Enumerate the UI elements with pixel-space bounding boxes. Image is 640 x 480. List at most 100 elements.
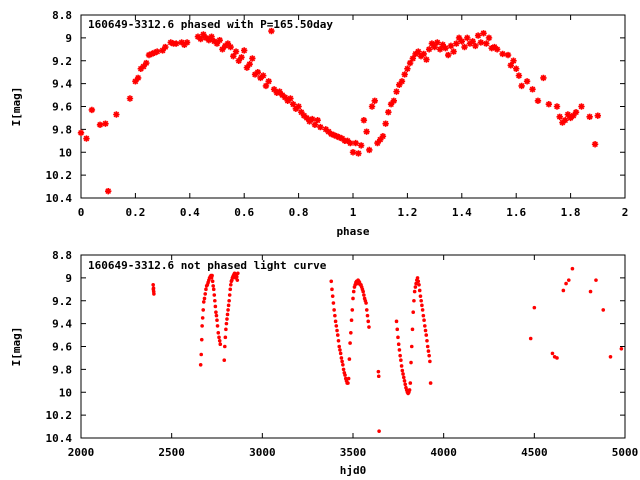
data-point: [420, 50, 427, 58]
data-point: [300, 112, 308, 119]
data-point: [396, 335, 400, 340]
data-point: [347, 357, 352, 361]
data-point: [376, 374, 381, 379]
data-point: [200, 324, 204, 328]
data-point: [397, 348, 402, 352]
data-series: [151, 266, 624, 433]
data-point: [232, 48, 240, 55]
data-point: [450, 48, 457, 55]
data-point: [322, 126, 329, 133]
data-point: [472, 42, 479, 50]
data-point: [453, 40, 460, 47]
data-point: [265, 78, 272, 85]
data-point: [528, 336, 533, 341]
data-point: [227, 293, 232, 297]
data-point: [200, 316, 205, 320]
x-tick-label: 0.8: [289, 206, 309, 219]
data-point: [330, 287, 334, 292]
data-point: [336, 134, 343, 141]
data-point: [246, 60, 253, 68]
data-point: [349, 149, 357, 156]
data-point: [351, 296, 355, 301]
data-point: [413, 285, 418, 289]
data-point: [268, 27, 275, 35]
data-point: [338, 135, 346, 142]
data-point: [113, 111, 120, 118]
data-point: [601, 308, 606, 312]
data-point: [199, 337, 204, 342]
data-point: [396, 342, 401, 347]
data-point: [561, 117, 569, 124]
data-point: [619, 346, 624, 351]
data-point: [436, 46, 444, 53]
data-point: [153, 48, 161, 55]
x-tick-label: 1: [350, 206, 357, 219]
data-point: [442, 44, 449, 52]
data-point: [204, 287, 208, 292]
data-point: [421, 313, 426, 318]
data-point: [311, 121, 319, 128]
data-point: [228, 282, 233, 287]
data-point: [211, 287, 216, 292]
data-point: [377, 429, 381, 433]
y-tick-label: 9.4: [52, 78, 72, 91]
data-point: [215, 324, 220, 328]
data-point: [325, 128, 332, 135]
data-point: [230, 52, 237, 60]
y-tick-label: 9.2: [52, 295, 72, 308]
data-point: [273, 89, 281, 96]
data-point: [532, 305, 537, 310]
data-point: [202, 296, 207, 301]
data-point: [346, 376, 351, 381]
data-point: [143, 59, 150, 67]
data-point: [105, 187, 112, 195]
data-point: [564, 281, 568, 286]
data-point: [214, 313, 219, 318]
data-point: [423, 56, 430, 63]
data-point: [346, 381, 350, 385]
data-point: [200, 31, 207, 38]
data-point: [507, 62, 514, 69]
y-tick-label: 10.2: [46, 409, 73, 422]
data-point: [504, 51, 512, 59]
data-point: [608, 354, 613, 359]
data-point: [213, 40, 221, 47]
data-point: [385, 109, 392, 116]
data-point: [364, 301, 368, 305]
data-point: [216, 330, 221, 335]
data-point: [417, 288, 422, 293]
data-point: [224, 321, 229, 326]
data-point: [559, 119, 566, 126]
data-point: [348, 341, 352, 345]
data-point: [416, 279, 421, 284]
data-point: [344, 137, 351, 145]
data-point: [222, 358, 227, 363]
data-point: [402, 379, 407, 383]
x-tick-label: 3000: [249, 446, 276, 459]
data-point: [333, 319, 338, 324]
data-point: [211, 284, 215, 288]
data-point: [215, 318, 219, 322]
data-point: [238, 54, 245, 61]
data-point: [199, 352, 204, 357]
data-point: [126, 95, 134, 102]
data-point: [469, 38, 476, 45]
data-point: [564, 111, 572, 118]
data-point: [424, 333, 429, 337]
x-tick-label: 2500: [158, 446, 185, 459]
data-point: [202, 34, 210, 42]
data-point: [224, 327, 228, 332]
x-tick-label: 0.2: [125, 206, 145, 219]
data-point: [425, 46, 433, 53]
data-point: [226, 308, 230, 312]
data-point: [398, 78, 406, 85]
x-tick-label: 2000: [68, 446, 95, 459]
x-tick-label: 1.6: [506, 206, 526, 219]
data-point: [303, 114, 310, 122]
x-tick-label: 2: [622, 206, 629, 219]
data-point: [387, 101, 395, 108]
data-point: [488, 44, 495, 52]
data-point: [561, 288, 566, 293]
